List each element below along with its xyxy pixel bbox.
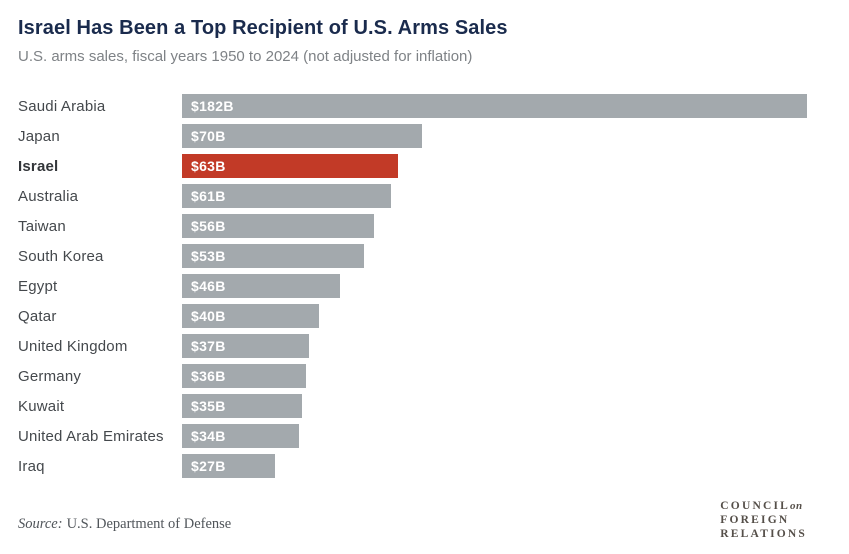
bar: $70B — [182, 124, 423, 148]
bar: $182B — [182, 94, 807, 118]
cfr-logo-line-1: COUNCILon — [720, 500, 803, 512]
category-label: Taiwan — [18, 217, 66, 235]
chart-row: Iraq $27B — [18, 451, 807, 481]
bar-highlighted: $63B — [182, 154, 399, 178]
bar-track: $40B — [182, 304, 807, 328]
bar: $53B — [182, 244, 364, 268]
chart-row: Saudi Arabia $182B — [18, 91, 807, 121]
value-label: $37B — [191, 338, 226, 354]
value-label: $70B — [191, 128, 226, 144]
chart-row: Egypt $46B — [18, 271, 807, 301]
value-label: $63B — [191, 158, 226, 174]
category-label: Germany — [18, 367, 82, 385]
value-label: $36B — [191, 368, 226, 384]
value-label: $182B — [191, 98, 234, 114]
bar-chart: Saudi Arabia $182B Japan $70B Israel $63B Aust… — [18, 91, 807, 481]
category-label: United Arab Emirates — [18, 427, 164, 445]
chart-row: South Korea $53B — [18, 241, 807, 271]
source-text: U.S. Department of Defense — [66, 516, 232, 532]
chart-row: United Arab Emirates $34B — [18, 421, 807, 451]
bar-track: $27B — [182, 454, 807, 478]
chart-title: Israel Has Been a Top Recipient of U.S. … — [18, 17, 508, 39]
bar-track: $36B — [182, 364, 807, 388]
category-label: South Korea — [18, 247, 104, 265]
chart-row: Taiwan $56B — [18, 211, 807, 241]
value-label: $40B — [191, 308, 226, 324]
chart-row: Germany $36B — [18, 361, 807, 391]
chart-row: Qatar $40B — [18, 301, 807, 331]
bar: $40B — [182, 304, 320, 328]
category-label: Qatar — [18, 307, 57, 325]
bar-track: $70B — [182, 124, 807, 148]
category-label: Egypt — [18, 277, 58, 295]
bar: $34B — [182, 424, 299, 448]
category-label: Israel — [18, 157, 59, 175]
bar-track: $61B — [182, 184, 807, 208]
bar-track: $53B — [182, 244, 807, 268]
chart-subtitle: U.S. arms sales, fiscal years 1950 to 20… — [18, 48, 473, 65]
value-label: $61B — [191, 188, 226, 204]
category-label: Australia — [18, 187, 79, 205]
category-label: Japan — [18, 127, 60, 145]
bar-track: $37B — [182, 334, 807, 358]
category-label: Saudi Arabia — [18, 97, 106, 115]
bar-track: $182B — [182, 94, 807, 118]
value-label: $35B — [191, 398, 226, 414]
bar: $35B — [182, 394, 303, 418]
bar-track: $56B — [182, 214, 807, 238]
bar: $27B — [182, 454, 275, 478]
bar-track: $34B — [182, 424, 807, 448]
bar: $56B — [182, 214, 375, 238]
category-label: Iraq — [18, 457, 45, 475]
category-label: Kuwait — [18, 397, 65, 415]
category-label: United Kingdom — [18, 337, 128, 355]
chart-row: Kuwait $35B — [18, 391, 807, 421]
cfr-logo-on: on — [790, 500, 803, 512]
bar: $37B — [182, 334, 310, 358]
value-label: $34B — [191, 428, 226, 444]
bar-track: $63B — [182, 154, 807, 178]
chart-row: Australia $61B — [18, 181, 807, 211]
value-label: $46B — [191, 278, 226, 294]
chart-row: United Kingdom $37B — [18, 331, 807, 361]
cfr-logo: COUNCILon FOREIGN RELATIONS — [720, 499, 807, 541]
chart-row: Japan $70B — [18, 121, 807, 151]
chart-row: Israel $63B — [18, 151, 807, 181]
bar: $61B — [182, 184, 392, 208]
bar-track: $35B — [182, 394, 807, 418]
source-note: Source: U.S. Department of Defense — [18, 516, 231, 533]
value-label: $53B — [191, 248, 226, 264]
bar: $46B — [182, 274, 340, 298]
cfr-logo-line-3: RELATIONS — [720, 528, 807, 540]
bar-track: $46B — [182, 274, 807, 298]
chart-header: Israel Has Been a Top Recipient of U.S. … — [0, 0, 849, 67]
value-label: $56B — [191, 218, 226, 234]
value-label: $27B — [191, 458, 226, 474]
source-label: Source: — [18, 516, 63, 532]
cfr-logo-line-2: FOREIGN — [720, 514, 790, 526]
bar: $36B — [182, 364, 306, 388]
